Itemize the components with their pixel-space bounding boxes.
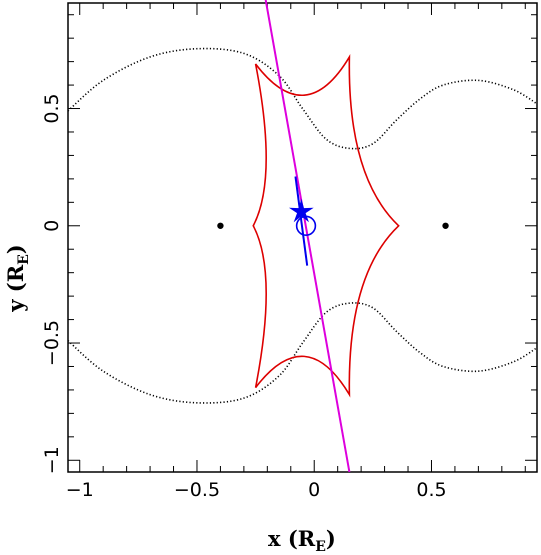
y-tick-label: 0.5	[41, 93, 63, 123]
tick-marks	[68, 3, 537, 472]
lens-point	[217, 222, 224, 229]
critical-curves	[67, 47, 538, 404]
lens-positions	[217, 222, 449, 229]
source-layer	[288, 176, 317, 266]
tick-labels: −1 −0.5 0 0.5 −1 −0.5 0 0.5	[41, 93, 447, 501]
lens-point	[442, 222, 449, 229]
source-track	[294, 176, 309, 266]
y-tick-label: −0.5	[41, 320, 63, 366]
y-tick-label: −1	[41, 446, 63, 474]
source-trajectory-line	[264, 0, 351, 473]
caustic-path	[252, 53, 400, 398]
x-axis-label: x (RE)	[268, 526, 336, 555]
x-tick-label: 0.5	[416, 479, 446, 501]
y-tick-label: 0	[41, 220, 63, 232]
plot-frame	[67, 2, 538, 473]
trajectory-layer	[264, 0, 351, 473]
x-tick-label: −1	[66, 479, 94, 501]
critical-curve-lower	[67, 302, 538, 404]
x-tick-label: −0.5	[174, 479, 220, 501]
x-tick-label: 0	[308, 479, 320, 501]
y-axis-label: y (RE)	[3, 244, 32, 313]
caustic-curve	[252, 53, 400, 398]
source-star	[288, 198, 314, 223]
critical-curve-upper	[67, 47, 538, 150]
